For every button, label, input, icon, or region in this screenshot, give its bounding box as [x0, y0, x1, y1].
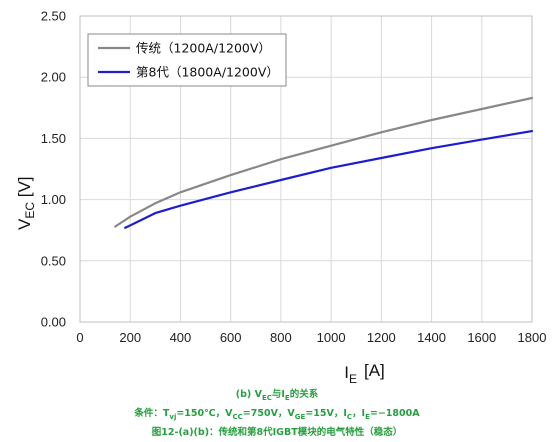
- x-tick-label: 1600: [467, 330, 496, 345]
- y-tick-labels: 0.00 0.50 1.00 1.50 2.00 2.50: [41, 9, 66, 330]
- y-tick-label: 1.50: [41, 131, 66, 146]
- series-line-2: [124, 130, 534, 229]
- x-tick-label: 400: [170, 330, 192, 345]
- y-tick-label: 0.50: [41, 253, 66, 268]
- x-tick-label: 1200: [367, 330, 396, 345]
- x-tick-label: 800: [270, 330, 292, 345]
- x-tick-label: 200: [119, 330, 141, 345]
- caption-line-3: 图12-(a)(b)：传统和第8代IGBT模块的电气特性（稳态）: [151, 427, 403, 438]
- series-lines: [114, 96, 534, 229]
- x-tick-label: 1400: [417, 330, 446, 345]
- x-tick-label: 1000: [317, 330, 346, 345]
- series-line-1: [114, 96, 534, 228]
- plot-frame: [79, 15, 533, 323]
- y-tick-label: 1.00: [41, 192, 66, 207]
- x-tick-label: 0: [76, 330, 83, 345]
- x-tick-label: 1800: [518, 330, 547, 345]
- caption-line-1: (b) VEC与IE的关系: [235, 389, 319, 402]
- plot-area-border: [79, 15, 533, 323]
- x-axis-label: IE: [344, 363, 357, 386]
- x-tick-label: 600: [220, 330, 242, 345]
- svg-text:VEC [V]: VEC [V]: [15, 176, 37, 230]
- y-tick-label: 2.50: [41, 9, 66, 24]
- caption-line-2: 条件：Tvj=150℃，VCC=750V，VGE=15V，IC，IE=−1800…: [134, 408, 420, 421]
- legend-label-1: 传统（1200A/1200V）: [136, 41, 271, 56]
- y-tick-label: 0.00: [41, 315, 66, 330]
- legend-label-2: 第8代（1800A/1200V）: [136, 65, 279, 80]
- x-tick-labels: 0 200 400 600 800 1000 1200 1400 1600 1800: [76, 330, 546, 345]
- x-axis-unit: [A]: [364, 361, 385, 380]
- y-tick-label: 2.00: [41, 70, 66, 85]
- legend: 传统（1200A/1200V） 第8代（1800A/1200V）: [87, 33, 287, 87]
- legend-box: [87, 33, 287, 87]
- y-axis-label: VEC [V]: [15, 176, 37, 230]
